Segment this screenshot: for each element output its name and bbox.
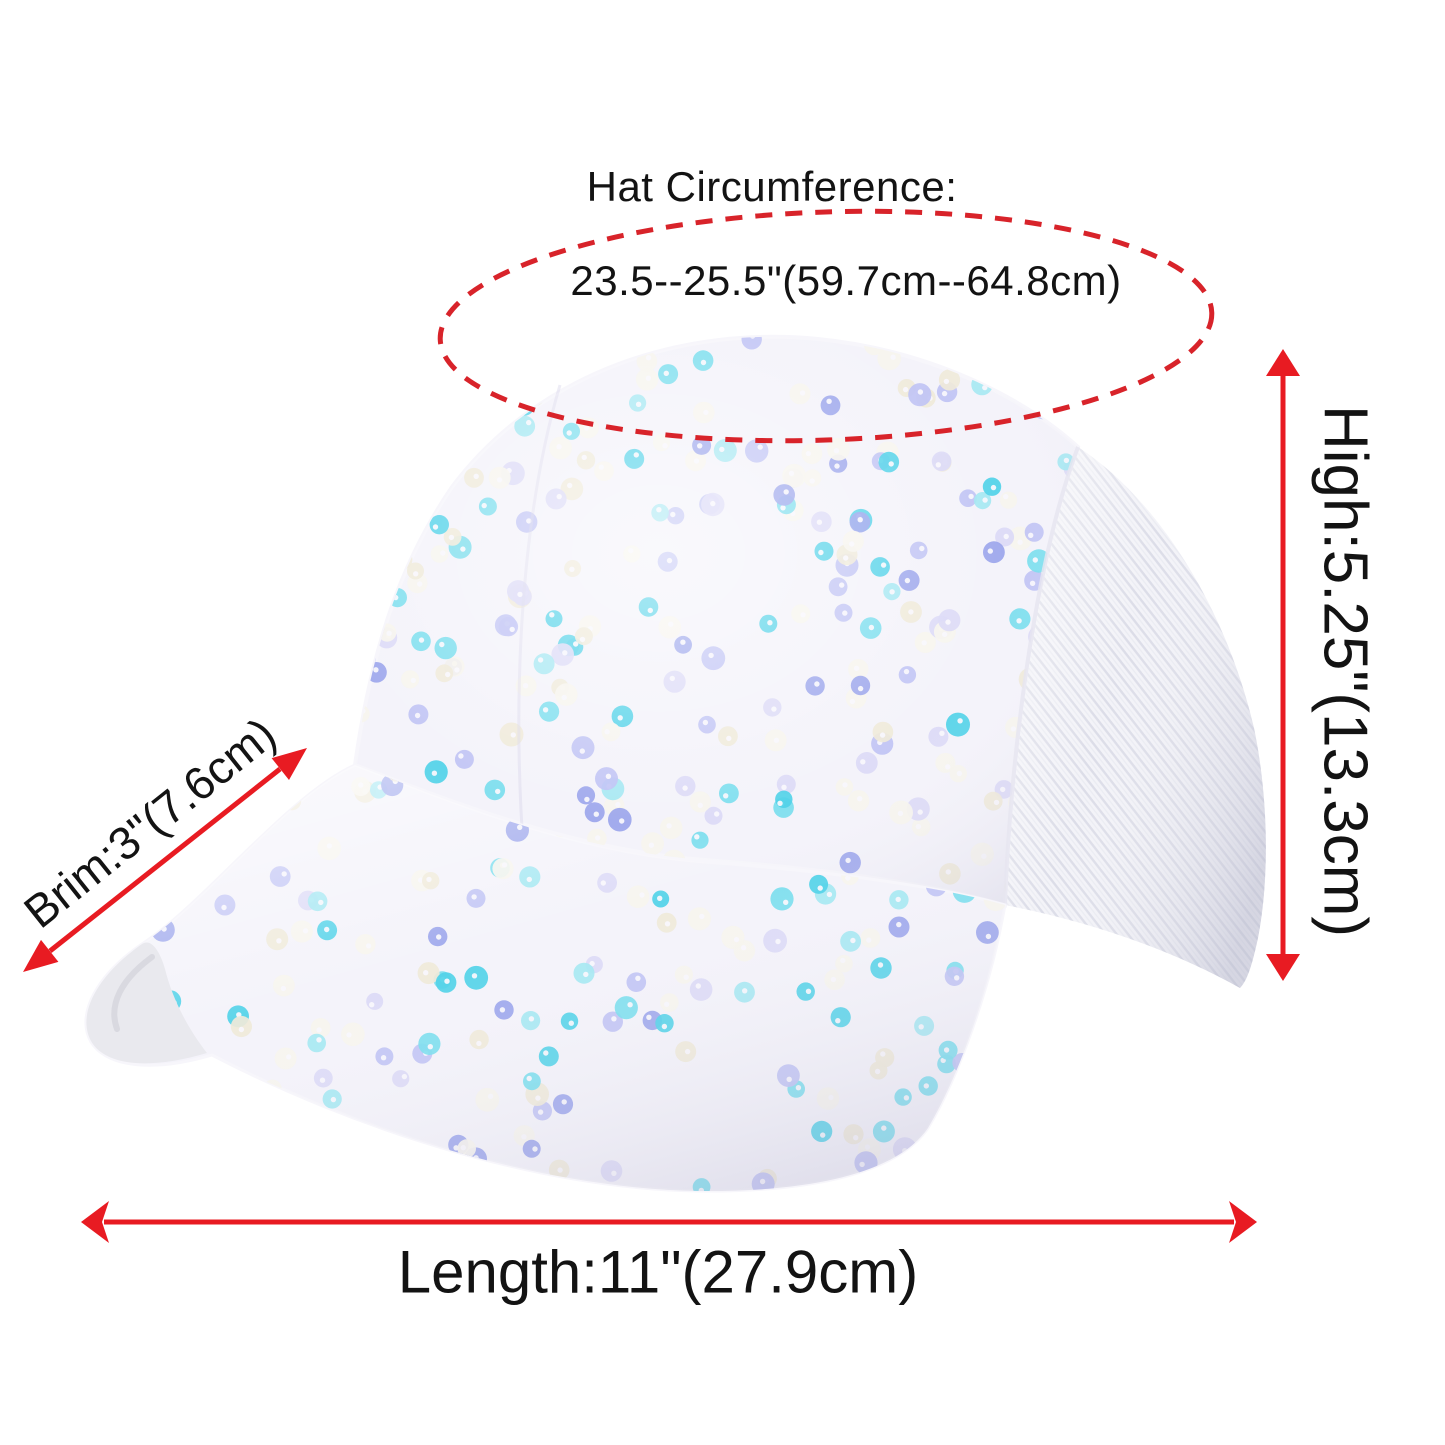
hat-mesh-back <box>1005 447 1266 988</box>
hat-front-panel <box>352 334 1081 908</box>
brim-arrow <box>23 748 307 972</box>
height-label: High:5.25"(13.3cm) <box>1310 404 1380 938</box>
length-arrow <box>81 1201 1257 1243</box>
circumference-ellipse <box>437 208 1215 444</box>
length-label: Length:11"(27.9cm) <box>397 1238 919 1306</box>
circumference-label: Hat Circumference: <box>586 162 958 210</box>
height-arrow <box>1266 349 1300 981</box>
circumference-value: 23.5--25.5"(59.7cm--64.8cm) <box>570 256 1122 304</box>
hat-brim-underside <box>86 942 207 1064</box>
